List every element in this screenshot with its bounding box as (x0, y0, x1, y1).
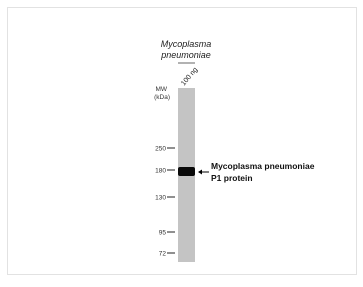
marker-label: 180 (155, 168, 166, 175)
marker-label: 250 (155, 146, 166, 153)
marker-label: 72 (159, 251, 167, 258)
band (178, 167, 195, 176)
marker-label: 95 (159, 230, 167, 237)
page: Mycoplasma pneumoniae 100 ng MW (kDa) 25… (0, 0, 363, 282)
marker-label: 130 (155, 195, 166, 202)
sample-label: Mycoplasma (161, 39, 212, 49)
mw-label: (kDa) (154, 94, 170, 101)
mw-label: MW (155, 86, 167, 93)
band-label: P1 protein (211, 173, 253, 183)
sample-label: pneumoniae (160, 50, 211, 60)
band-label: Mycoplasma pneumoniae (211, 161, 315, 171)
figure: Mycoplasma pneumoniae 100 ng MW (kDa) 25… (0, 0, 363, 282)
